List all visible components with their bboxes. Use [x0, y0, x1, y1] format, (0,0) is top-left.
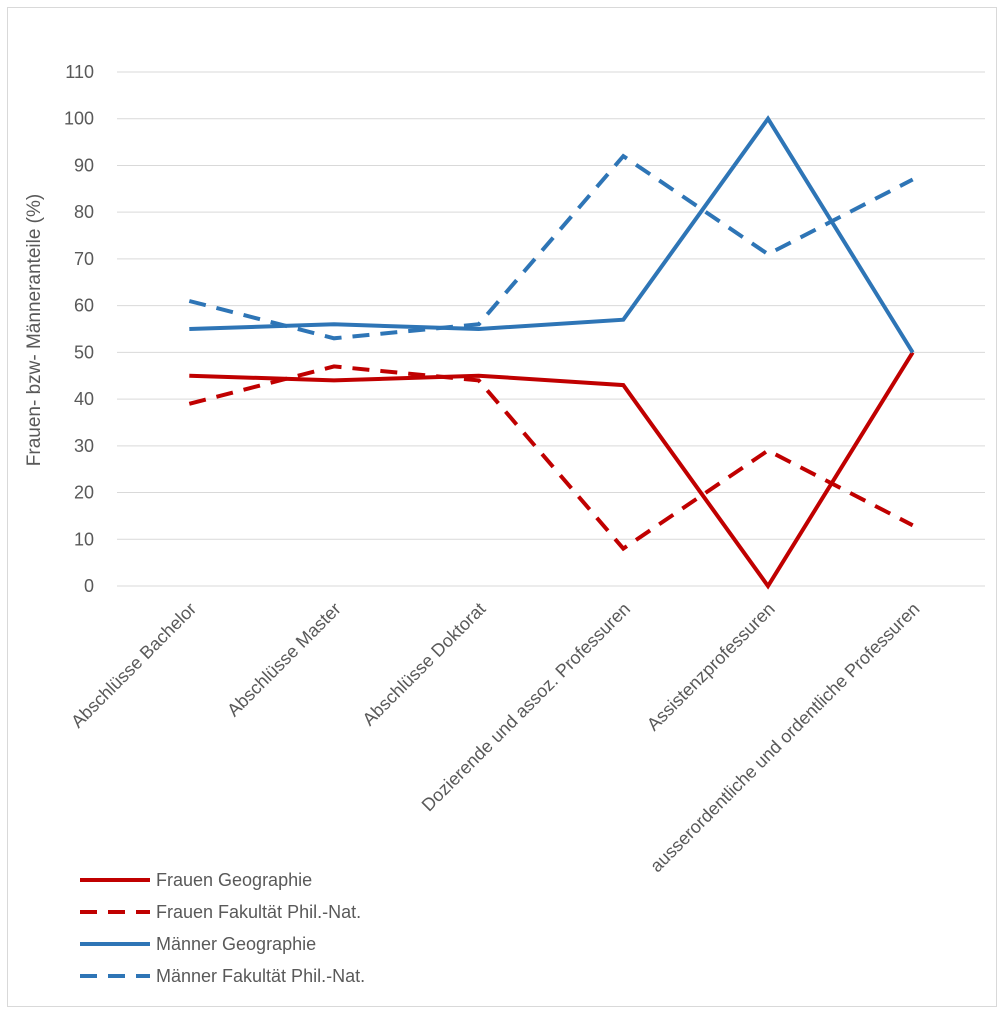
series-line-1 — [188, 364, 914, 552]
y-tick-label: 110 — [65, 62, 94, 82]
y-tick-label: 70 — [74, 249, 94, 269]
y-axis-ticks: 0 10 20 30 40 50 60 70 80 90 100 110 — [64, 62, 94, 596]
chart-frame — [7, 7, 997, 1007]
x-category-label: Abschlüsse Bachelor — [67, 599, 200, 732]
y-axis-label: Frauen- bzw- Männeranteile (%) — [24, 194, 45, 466]
y-tick-label: 90 — [74, 155, 94, 175]
series-line-2 — [189, 115, 915, 354]
series-line-0 — [189, 351, 915, 590]
legend: Frauen Geographie Frauen Fakultät Phil.-N… — [80, 870, 365, 986]
y-tick-label: 50 — [74, 342, 94, 362]
legend-label: Männer Geographie — [156, 934, 316, 954]
y-tick-label: 60 — [74, 296, 94, 316]
y-tick-label: 40 — [74, 389, 94, 409]
series-lines — [188, 115, 915, 590]
x-category-label: ausserordentliche und ordentliche Profes… — [646, 599, 923, 876]
x-category-label: Abschlüsse Doktorat — [359, 599, 490, 730]
x-category-label: Assistenzprofessuren — [643, 599, 779, 735]
y-tick-label: 10 — [74, 529, 94, 549]
x-axis-categories: Abschlüsse Bachelor Abschlüsse Master Absc… — [67, 599, 923, 876]
gridlines — [117, 71, 985, 587]
series-line-3 — [188, 153, 914, 341]
legend-label: Männer Fakultät Phil.-Nat. — [156, 966, 365, 986]
y-tick-label: 30 — [74, 436, 94, 456]
y-tick-label: 20 — [74, 483, 94, 503]
x-category-label: Abschlüsse Master — [223, 599, 345, 721]
y-tick-label: 0 — [84, 576, 94, 596]
y-tick-label: 80 — [74, 202, 94, 222]
y-tick-label: 100 — [64, 109, 94, 129]
legend-label: Frauen Geographie — [156, 870, 312, 890]
legend-label: Frauen Fakultät Phil.-Nat. — [156, 902, 361, 922]
